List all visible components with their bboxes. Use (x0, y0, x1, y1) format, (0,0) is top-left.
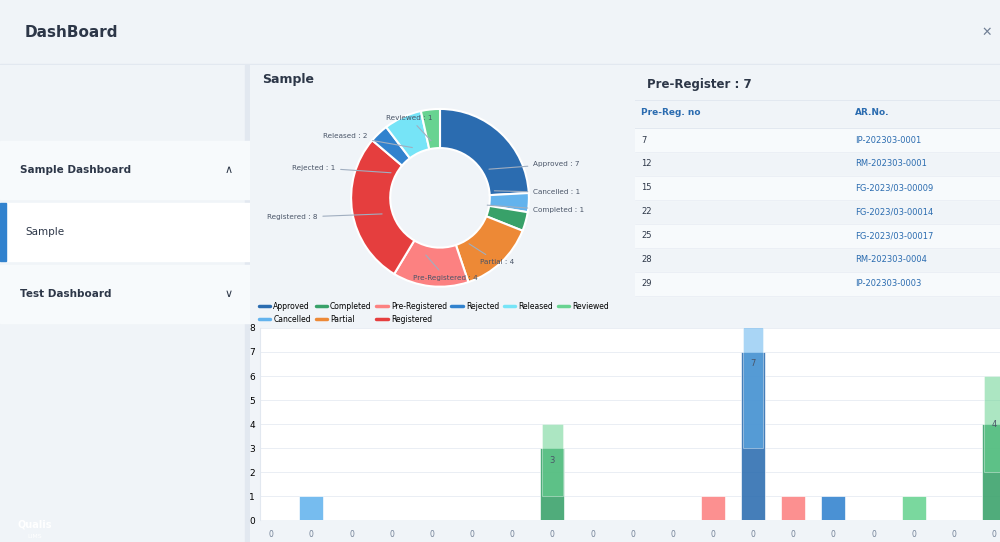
Bar (821, 496, 845, 520)
Bar (245, 65, 250, 542)
Text: 0: 0 (510, 530, 515, 539)
Text: 0: 0 (911, 530, 916, 539)
Text: 0: 0 (309, 530, 314, 539)
Wedge shape (489, 193, 529, 212)
Text: 0: 0 (951, 530, 956, 539)
Text: 0: 0 (470, 530, 474, 539)
Bar (0, 203, 6, 261)
Bar (743, 280, 763, 448)
Text: ✕: ✕ (982, 26, 992, 39)
Text: 0: 0 (389, 530, 394, 539)
Text: ∨: ∨ (224, 289, 232, 299)
Text: FG-2023/03-00017: FG-2023/03-00017 (855, 231, 934, 240)
Bar (0, 203, 250, 261)
Wedge shape (486, 206, 528, 231)
Text: 12: 12 (641, 159, 652, 169)
Text: Pre-Registered : 4: Pre-Registered : 4 (413, 255, 478, 281)
Text: 0: 0 (590, 530, 595, 539)
Text: AR.No.: AR.No. (855, 108, 890, 118)
Text: RM-202303-0004: RM-202303-0004 (855, 255, 927, 264)
Text: 25: 25 (641, 231, 652, 240)
Bar (0, 64, 1000, 65)
Wedge shape (351, 140, 414, 274)
Text: Rejected : 1: Rejected : 1 (292, 165, 391, 173)
Wedge shape (421, 109, 440, 149)
Bar (542, 424, 563, 496)
Text: IP-202303-0001: IP-202303-0001 (855, 136, 922, 145)
Wedge shape (456, 216, 523, 282)
Text: 0: 0 (711, 530, 715, 539)
Bar (984, 376, 1000, 472)
Text: Sample: Sample (25, 227, 64, 237)
Text: Cancelled : 1: Cancelled : 1 (494, 190, 580, 196)
Text: 22: 22 (641, 208, 652, 216)
Text: 0: 0 (751, 530, 756, 539)
Wedge shape (440, 109, 529, 195)
Text: ∧: ∧ (224, 165, 232, 175)
Bar (982, 424, 1000, 520)
Text: Test Dashboard: Test Dashboard (20, 289, 112, 299)
Text: Registered : 8: Registered : 8 (267, 214, 382, 221)
Text: IP-202303-0003: IP-202303-0003 (855, 279, 922, 288)
Text: 15: 15 (641, 183, 652, 192)
Text: Sample Dashboard: Sample Dashboard (20, 165, 131, 175)
Text: Sample: Sample (262, 73, 314, 86)
Text: 0: 0 (831, 530, 836, 539)
Bar (635, 224, 1000, 248)
Text: Completed : 1: Completed : 1 (487, 205, 584, 213)
Text: 3: 3 (550, 456, 555, 464)
Bar (741, 352, 765, 520)
Text: RM-202303-0001: RM-202303-0001 (855, 159, 927, 169)
Text: 29: 29 (641, 279, 652, 288)
Bar (635, 176, 1000, 200)
Text: 4: 4 (991, 420, 997, 429)
Text: 0: 0 (269, 530, 274, 539)
Text: Pre-Register : 7: Pre-Register : 7 (647, 78, 752, 91)
Bar (0, 266, 250, 322)
Text: 0: 0 (550, 530, 555, 539)
Text: Approved : 7: Approved : 7 (489, 161, 580, 169)
Text: Reviewed : 1: Reviewed : 1 (386, 115, 433, 141)
Text: 7: 7 (750, 359, 756, 369)
Bar (902, 496, 926, 520)
Text: 0: 0 (630, 530, 635, 539)
Text: FG-2023/03-00014: FG-2023/03-00014 (855, 208, 934, 216)
Text: 28: 28 (641, 255, 652, 264)
Text: 7: 7 (641, 136, 646, 145)
Bar (635, 272, 1000, 295)
Wedge shape (386, 111, 429, 158)
Text: 0: 0 (791, 530, 796, 539)
Bar (781, 496, 805, 520)
Text: 0: 0 (349, 530, 354, 539)
Bar (299, 496, 323, 520)
Legend: Approved, Cancelled, Completed, Partial, Pre-Registered, Registered, Rejected, R: Approved, Cancelled, Completed, Partial,… (259, 302, 609, 324)
Text: LIMS: LIMS (28, 533, 42, 539)
Text: Pre-Reg. no: Pre-Reg. no (641, 108, 701, 118)
Text: Released : 2: Released : 2 (323, 133, 412, 147)
Text: FG-2023/03-00009: FG-2023/03-00009 (855, 183, 934, 192)
Text: 0: 0 (992, 530, 996, 539)
Text: Partial : 4: Partial : 4 (469, 244, 514, 265)
Wedge shape (394, 241, 468, 287)
Text: 0: 0 (429, 530, 434, 539)
Text: 0: 0 (871, 530, 876, 539)
Bar (635, 128, 1000, 152)
Wedge shape (372, 127, 410, 166)
Text: DashBoard: DashBoard (25, 25, 119, 40)
Bar (0, 141, 250, 198)
Bar (540, 448, 564, 520)
Text: 0: 0 (670, 530, 675, 539)
Bar (701, 496, 725, 520)
Text: Qualis: Qualis (18, 519, 52, 529)
